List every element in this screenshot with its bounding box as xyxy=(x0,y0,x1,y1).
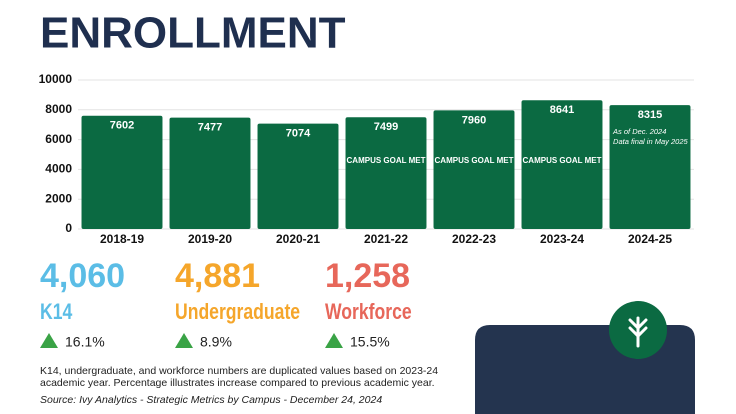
bar xyxy=(609,105,691,229)
y-tick-label: 8000 xyxy=(45,102,72,116)
stat-change: 16.1% xyxy=(65,334,105,350)
stat-label: K14 xyxy=(40,300,72,324)
value-label: 7074 xyxy=(286,128,311,140)
logo-icon xyxy=(628,316,648,348)
bar xyxy=(345,117,427,229)
bar xyxy=(433,110,515,229)
y-tick-label: 10000 xyxy=(39,72,73,86)
value-label: 7477 xyxy=(198,121,222,133)
y-tick-label: 0 xyxy=(65,221,72,235)
value-label: 8315 xyxy=(638,109,662,121)
value-label: 7960 xyxy=(462,114,486,126)
chart-title: ENROLLMENT xyxy=(40,9,346,58)
bar xyxy=(169,117,251,229)
x-tick-label: 2023-24 xyxy=(540,232,584,246)
stat-label: Workforce xyxy=(325,300,412,324)
note: As of Dec. 2024 xyxy=(612,127,666,136)
up-arrow xyxy=(325,333,343,348)
stat-value: 1,258 xyxy=(325,257,410,295)
x-tick-label: 2018-19 xyxy=(100,232,144,246)
x-tick-label: 2024-25 xyxy=(628,232,672,246)
y-tick-label: 2000 xyxy=(45,191,72,205)
x-tick-label: 2021-22 xyxy=(364,232,408,246)
footnote: K14, undergraduate, and workforce number… xyxy=(40,365,439,389)
stat-label: Undergraduate xyxy=(175,300,300,324)
up-arrow xyxy=(175,333,193,348)
stat-value: 4,881 xyxy=(175,257,260,295)
stat-value: 4,060 xyxy=(40,257,125,295)
value-label: 8641 xyxy=(550,104,574,116)
up-arrow xyxy=(40,333,58,348)
value-label: 7602 xyxy=(110,120,134,132)
value-label: 7499 xyxy=(374,121,398,133)
bar xyxy=(257,123,339,229)
x-tick-label: 2020-21 xyxy=(276,232,320,246)
goal-label: CAMPUS GOAL MET xyxy=(523,156,602,165)
stat-change: 15.5% xyxy=(350,334,390,350)
y-tick-label: 6000 xyxy=(45,132,72,146)
goal-label: CAMPUS GOAL MET xyxy=(435,156,514,165)
stat-change: 8.9% xyxy=(200,334,232,350)
x-tick-label: 2019-20 xyxy=(188,232,232,246)
bar xyxy=(521,100,603,229)
source: Source: Ivy Analytics - Strategic Metric… xyxy=(40,394,383,406)
note: Data final in May 2025 xyxy=(613,137,688,146)
bar xyxy=(81,115,163,229)
goal-label: CAMPUS GOAL MET xyxy=(347,156,426,165)
y-tick-label: 4000 xyxy=(45,162,72,176)
x-tick-label: 2022-23 xyxy=(452,232,496,246)
